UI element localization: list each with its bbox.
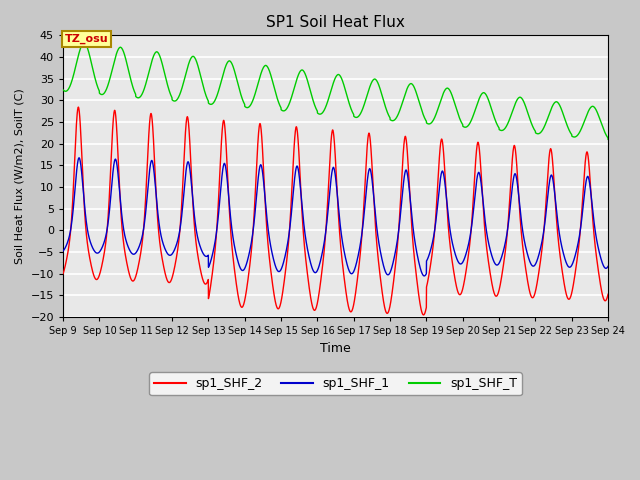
Y-axis label: Soil Heat Flux (W/m2), SoilT (C): Soil Heat Flux (W/m2), SoilT (C) xyxy=(15,88,25,264)
Text: TZ_osu: TZ_osu xyxy=(65,34,109,44)
Legend: sp1_SHF_2, sp1_SHF_1, sp1_SHF_T: sp1_SHF_2, sp1_SHF_1, sp1_SHF_T xyxy=(149,372,522,396)
X-axis label: Time: Time xyxy=(320,342,351,355)
Title: SP1 Soil Heat Flux: SP1 Soil Heat Flux xyxy=(266,15,405,30)
